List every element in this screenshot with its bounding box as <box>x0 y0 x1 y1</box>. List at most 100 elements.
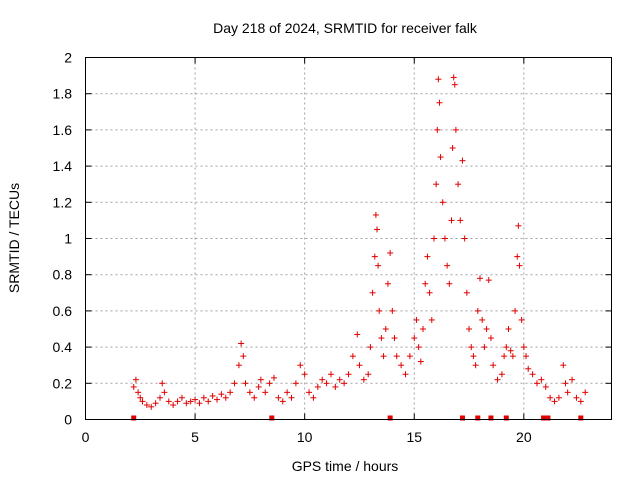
data-point <box>323 380 330 387</box>
data-point <box>251 394 258 401</box>
data-point <box>246 389 253 396</box>
data-point <box>148 403 155 410</box>
data-point <box>515 222 522 229</box>
data-point <box>279 398 286 405</box>
data-point <box>135 389 142 396</box>
y-tick-label: 0.8 <box>53 267 73 283</box>
data-point <box>485 277 492 284</box>
data-point <box>389 307 396 314</box>
y-tick-label: 0.4 <box>53 339 73 355</box>
data-point <box>240 353 247 360</box>
baseline-marker <box>541 415 547 421</box>
data-point <box>170 402 177 409</box>
data-point <box>533 380 540 387</box>
data-point <box>384 280 391 287</box>
data-point <box>446 280 453 287</box>
data-point <box>487 335 494 342</box>
data-point <box>288 394 295 401</box>
baseline-marker <box>459 415 465 421</box>
y-tick-label: 1.4 <box>53 158 73 174</box>
data-point <box>387 249 394 256</box>
data-point <box>457 217 464 224</box>
baseline-marker <box>578 415 584 421</box>
data-point <box>494 376 501 383</box>
data-point <box>375 262 382 269</box>
data-points <box>130 74 589 410</box>
data-point <box>218 391 225 398</box>
y-tick-label: 1 <box>64 231 72 247</box>
data-point <box>466 326 473 332</box>
data-point <box>242 380 249 387</box>
data-point <box>436 99 443 106</box>
baseline-markers <box>131 415 584 421</box>
data-point <box>498 371 505 378</box>
data-point <box>449 145 456 151</box>
data-point <box>231 380 238 387</box>
data-point <box>448 217 455 224</box>
data-point <box>437 154 444 161</box>
x-tick-label: 5 <box>191 429 199 445</box>
baseline-marker <box>488 415 494 421</box>
data-point <box>516 262 523 269</box>
baseline-marker <box>545 415 551 421</box>
data-point <box>209 392 216 399</box>
data-point <box>459 157 466 164</box>
x-tick-label: 20 <box>516 429 532 445</box>
data-point <box>238 340 245 347</box>
data-point <box>461 235 468 242</box>
data-point <box>257 376 264 383</box>
data-point <box>130 383 137 390</box>
baseline-marker <box>503 415 509 421</box>
data-point <box>573 394 580 401</box>
data-point <box>360 376 367 383</box>
data-point <box>564 389 571 396</box>
data-point <box>470 353 477 360</box>
data-point <box>428 316 435 323</box>
data-point <box>529 371 536 378</box>
data-point <box>413 316 420 323</box>
data-point <box>371 253 378 260</box>
chart-title: Day 218 of 2024, SRMTID for receiver fal… <box>213 20 478 36</box>
data-point <box>525 365 532 372</box>
y-axis-title: SRMTID / TECUs <box>6 183 22 293</box>
data-point <box>505 326 512 332</box>
data-point <box>393 353 400 360</box>
data-point <box>284 389 291 396</box>
data-point <box>477 275 483 282</box>
data-point <box>372 211 379 218</box>
data-point <box>292 380 299 387</box>
data-point <box>582 389 589 396</box>
data-point <box>165 398 172 405</box>
data-point <box>354 331 361 338</box>
y-tick-label: 0.2 <box>53 375 73 391</box>
data-point <box>569 376 576 383</box>
data-point <box>435 76 442 83</box>
data-point <box>434 126 441 133</box>
data-point <box>402 371 409 378</box>
x-axis-title: GPS time / hours <box>292 458 399 474</box>
data-point <box>196 400 203 407</box>
data-point <box>187 398 194 405</box>
data-point <box>542 383 549 390</box>
data-point <box>520 344 527 351</box>
data-point <box>455 181 462 188</box>
data-point <box>139 398 146 405</box>
data-point <box>345 371 352 378</box>
data-point <box>336 376 343 383</box>
data-point <box>262 389 269 396</box>
data-point <box>367 344 374 351</box>
data-point <box>159 380 166 387</box>
data-point <box>376 307 383 314</box>
data-point <box>518 316 525 323</box>
data-point <box>227 389 234 396</box>
data-point <box>426 289 433 296</box>
data-point <box>444 262 451 269</box>
data-point <box>380 353 387 360</box>
data-point <box>235 362 242 369</box>
data-point <box>152 400 159 407</box>
x-tick-label: 10 <box>297 429 313 445</box>
data-point <box>332 383 339 390</box>
x-tick-label: 15 <box>406 429 422 445</box>
data-point <box>430 235 437 242</box>
data-point <box>297 362 304 369</box>
